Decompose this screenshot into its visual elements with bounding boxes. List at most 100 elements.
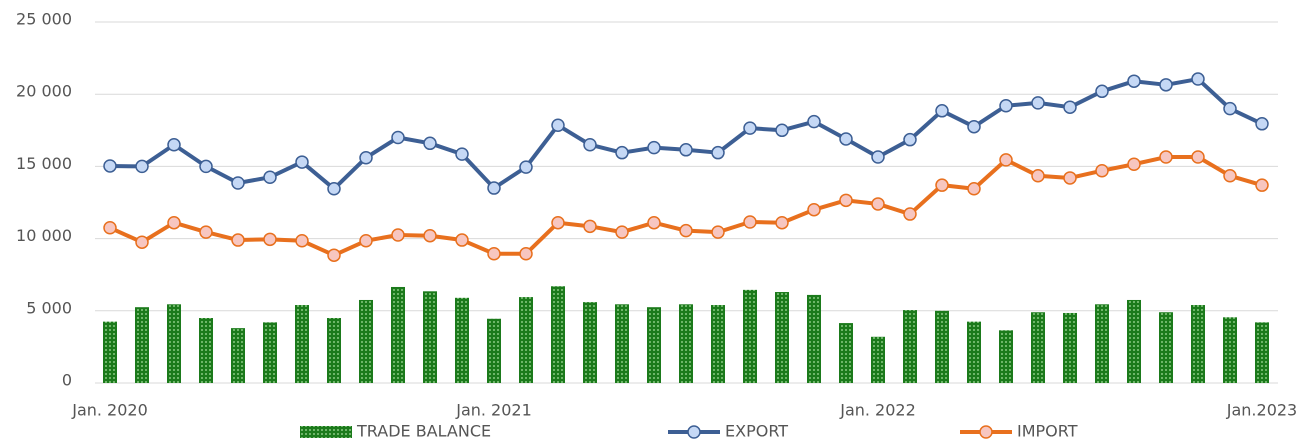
legend-marker xyxy=(687,425,701,439)
marker xyxy=(743,215,757,229)
marker xyxy=(903,132,917,147)
x-tick-label: Jan. 2021 xyxy=(455,401,532,420)
marker xyxy=(391,130,405,145)
marker xyxy=(743,121,757,135)
marker xyxy=(1095,84,1109,99)
marker xyxy=(519,247,533,261)
marker xyxy=(807,114,821,129)
y-tick-label: 5 000 xyxy=(26,298,72,317)
marker xyxy=(359,234,373,248)
bar xyxy=(327,318,341,383)
bar xyxy=(167,304,181,383)
bar xyxy=(1191,305,1205,383)
marker xyxy=(423,228,437,243)
marker xyxy=(903,207,917,221)
marker xyxy=(487,181,501,195)
bar xyxy=(615,304,629,383)
bar xyxy=(903,310,917,383)
marker xyxy=(551,118,565,132)
marker xyxy=(1223,101,1237,116)
legend-label: EXPORT xyxy=(725,422,788,441)
marker xyxy=(615,225,629,239)
y-tick-label: 25 000 xyxy=(16,10,72,29)
marker xyxy=(647,140,661,155)
marker xyxy=(775,123,789,138)
bar xyxy=(359,299,373,383)
marker xyxy=(839,193,853,208)
bar xyxy=(775,292,789,383)
bar xyxy=(551,286,565,383)
marker xyxy=(551,215,565,230)
bar xyxy=(231,328,245,383)
marker xyxy=(583,137,597,152)
bar xyxy=(1063,312,1077,383)
marker xyxy=(231,176,245,190)
marker xyxy=(327,248,341,262)
bar xyxy=(487,318,501,383)
bar xyxy=(1255,322,1269,383)
marker xyxy=(1255,178,1269,192)
legend-label: IMPORT xyxy=(1017,422,1078,441)
marker xyxy=(935,104,949,118)
marker xyxy=(263,232,277,247)
marker xyxy=(135,159,149,174)
marker xyxy=(1191,72,1205,86)
marker xyxy=(1255,117,1269,131)
marker xyxy=(263,170,277,184)
marker xyxy=(1031,169,1045,183)
bar xyxy=(1031,312,1045,383)
marker xyxy=(583,219,597,234)
bar xyxy=(455,297,469,383)
marker xyxy=(775,215,789,230)
marker xyxy=(199,159,213,174)
bar xyxy=(391,286,405,383)
bar xyxy=(103,321,117,383)
bar xyxy=(1127,299,1141,383)
marker xyxy=(999,99,1013,113)
marker xyxy=(103,159,117,173)
marker xyxy=(711,225,725,239)
bar xyxy=(1095,304,1109,383)
marker xyxy=(679,223,693,238)
marker xyxy=(807,202,821,217)
bar xyxy=(519,297,533,383)
y-tick-label: 15 000 xyxy=(16,154,72,173)
marker xyxy=(1063,100,1077,114)
bar xyxy=(647,307,661,383)
bar xyxy=(967,321,981,383)
marker xyxy=(167,137,181,152)
marker xyxy=(615,145,629,160)
marker xyxy=(1031,96,1045,110)
marker xyxy=(295,234,309,248)
marker xyxy=(1127,74,1141,88)
marker xyxy=(167,215,181,230)
marker xyxy=(455,233,469,247)
marker xyxy=(1127,157,1141,171)
marker xyxy=(839,132,853,146)
marker xyxy=(935,178,949,192)
marker xyxy=(1223,169,1237,183)
marker xyxy=(871,150,885,164)
marker xyxy=(679,143,693,157)
marker xyxy=(1159,78,1173,92)
bar xyxy=(1159,312,1173,383)
bar xyxy=(807,294,821,383)
marker xyxy=(1095,163,1109,178)
bar xyxy=(999,330,1013,383)
marker xyxy=(647,215,661,230)
bar xyxy=(199,318,213,383)
marker xyxy=(967,119,981,134)
y-tick-label: 0 xyxy=(62,371,72,390)
marker xyxy=(1191,150,1205,164)
marker xyxy=(103,221,117,235)
bar xyxy=(871,336,885,383)
marker xyxy=(359,150,373,165)
marker xyxy=(871,197,885,211)
x-tick-label: Jan.2023 xyxy=(1226,401,1297,420)
bar xyxy=(679,304,693,383)
bar xyxy=(935,310,949,383)
legend-label: TRADE BALANCE xyxy=(356,422,491,441)
marker xyxy=(711,145,725,160)
bar xyxy=(1223,317,1237,383)
